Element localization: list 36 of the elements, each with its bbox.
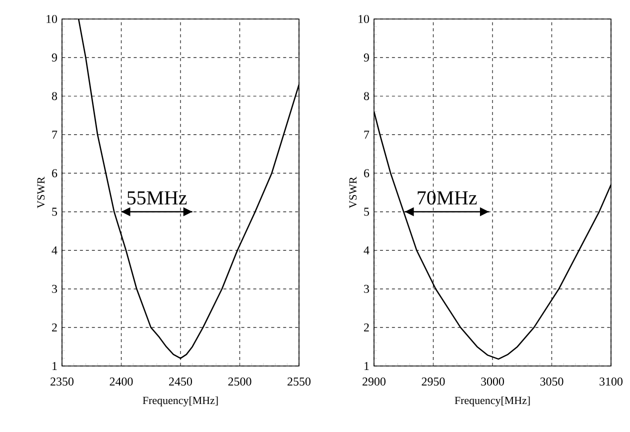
y-tick-label: 7 bbox=[52, 130, 58, 139]
y-tick-label: 6 bbox=[364, 169, 370, 178]
x-axis-title: Frequency[MHz] bbox=[142, 396, 218, 406]
x-tick-label: 3100 bbox=[600, 378, 623, 386]
annotation: 70MHz bbox=[418, 191, 477, 205]
y-tick-label: 4 bbox=[364, 246, 370, 254]
annotation: 55MHz bbox=[128, 191, 187, 205]
y-tick-label: 3 bbox=[364, 284, 370, 293]
x-axis-title: Frequency[MHz] bbox=[454, 396, 530, 406]
y-tick-label: 1 bbox=[364, 362, 369, 370]
y-tick-label: 9 bbox=[364, 54, 369, 62]
y-tick-label: 2 bbox=[52, 323, 57, 332]
y-tick-label: 1 bbox=[52, 362, 57, 370]
x-tick-label: 2400 bbox=[110, 378, 133, 386]
x-tick-label: 2450 bbox=[169, 378, 192, 386]
y-tick-label: 10 bbox=[358, 14, 370, 24]
x-tick-label: 2350 bbox=[50, 378, 74, 386]
y-tick-label: 5 bbox=[52, 208, 58, 216]
y-tick-label: 7 bbox=[364, 130, 370, 139]
y-axis-title: VSWR bbox=[37, 176, 45, 208]
x-tick-label: 2500 bbox=[228, 378, 252, 386]
y-axis-title: VSWR bbox=[349, 176, 357, 208]
y-tick-label: 6 bbox=[52, 169, 58, 178]
x-tick-label: 2550 bbox=[288, 378, 310, 386]
y-tick-label: 10 bbox=[46, 14, 58, 24]
y-tick-label: 5 bbox=[364, 208, 370, 216]
y-tick-label: 9 bbox=[52, 54, 57, 62]
x-tick-label: 2900 bbox=[362, 378, 386, 386]
y-tick-label: 8 bbox=[364, 92, 370, 100]
y-tick-label: 3 bbox=[52, 284, 58, 293]
x-tick-label: 3000 bbox=[481, 378, 504, 386]
x-tick-label: 3050 bbox=[540, 378, 564, 386]
y-tick-label: 8 bbox=[52, 92, 58, 100]
y-tick-label: 4 bbox=[52, 246, 58, 254]
y-tick-label: 2 bbox=[364, 323, 369, 332]
x-tick-label: 2950 bbox=[422, 378, 445, 386]
